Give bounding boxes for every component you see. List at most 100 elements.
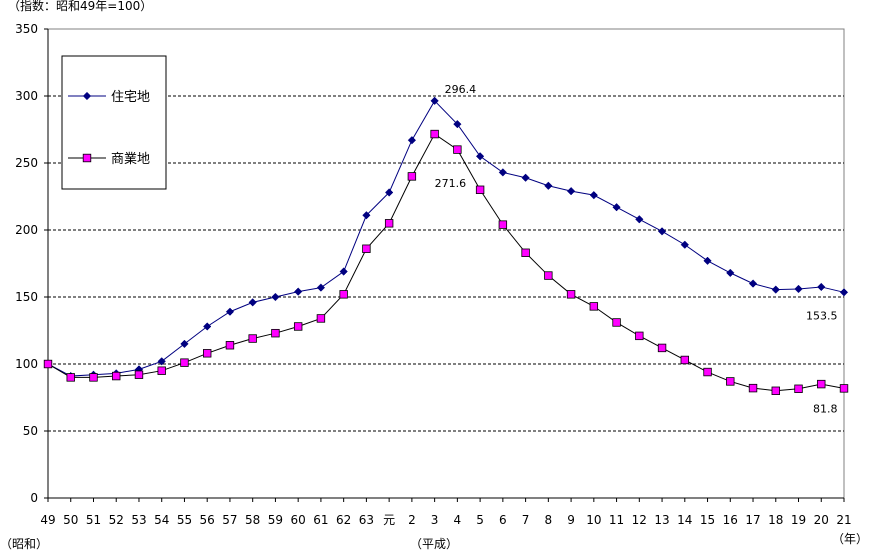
data-point: [225, 341, 235, 350]
data-point: [635, 331, 644, 341]
x-tick-label: 51: [86, 513, 101, 527]
x-tick-label: 49: [40, 513, 55, 527]
x-tick-label: 5: [476, 513, 484, 527]
data-point: [407, 172, 417, 181]
x-tick-label: 54: [154, 513, 169, 527]
data-point: [157, 357, 166, 366]
data-point: [498, 168, 508, 177]
data-point: [316, 314, 326, 323]
data-point: [817, 282, 826, 292]
data-point: [703, 256, 712, 265]
x-tick-label: 21: [836, 513, 851, 527]
data-point: [521, 173, 530, 182]
data-point: [203, 322, 212, 331]
y-tick-label: 300: [15, 89, 38, 103]
x-tick-label: 16: [723, 513, 738, 527]
data-point: [657, 227, 667, 236]
era-label-heisei: （平成）: [410, 537, 458, 551]
legend-label: 住宅地: [111, 90, 150, 105]
data-point: [566, 290, 576, 299]
data-point: [202, 349, 212, 358]
data-point: [384, 219, 394, 228]
data-point: [362, 244, 371, 253]
data-point: [430, 96, 439, 105]
legend-label: 商業地: [111, 151, 150, 167]
data-point: [407, 136, 417, 145]
series-line: [47, 100, 845, 377]
data-point: [703, 367, 712, 377]
x-tick-label: 58: [245, 513, 260, 527]
data-point: [839, 288, 849, 297]
x-tick-label: 62: [336, 513, 351, 527]
y-tick-label: 100: [15, 357, 38, 371]
data-point: [293, 322, 303, 331]
data-point: [362, 211, 371, 220]
data-label: 296.4: [445, 83, 477, 96]
series-2: [43, 129, 849, 395]
grid-layer: [47, 28, 845, 499]
data-point: [635, 215, 644, 224]
x-tick-label: 2: [408, 513, 416, 527]
series-line: [47, 133, 845, 392]
data-point: [589, 302, 599, 311]
data-point: [680, 240, 689, 249]
x-tick-label: 57: [222, 513, 237, 527]
legend-marker: [82, 153, 92, 163]
x-tick-label: 15: [700, 513, 715, 527]
data-point: [544, 271, 553, 280]
data-point: [384, 188, 394, 197]
data-point: [430, 129, 439, 139]
y-axis-label: （指数：昭和49年=100）: [8, 0, 152, 13]
data-point: [248, 334, 257, 343]
x-tick-label: 63: [359, 513, 374, 527]
data-point: [680, 355, 689, 365]
data-point: [43, 359, 53, 369]
data-point: [794, 384, 803, 393]
data-point: [726, 268, 735, 278]
data-point: [316, 283, 326, 292]
data-point: [771, 386, 780, 395]
x-tick-label: 7: [522, 513, 530, 527]
data-point: [521, 248, 530, 257]
x-tick-label: 59: [268, 513, 283, 527]
x-tick-label: 13: [654, 513, 669, 527]
x-tick-label: 61: [313, 513, 328, 527]
x-tick-label: 19: [791, 513, 806, 527]
x-tick-label: 4: [454, 513, 462, 527]
x-tick-label: 元: [383, 513, 395, 527]
plot-area-frame: [47, 28, 845, 499]
x-tick-label: 20: [814, 513, 829, 527]
x-tick-label: 60: [291, 513, 306, 527]
x-tick-label: 10: [586, 513, 601, 527]
x-tick-label: 53: [131, 513, 146, 527]
data-point: [157, 366, 166, 375]
data-point: [544, 181, 553, 190]
data-point: [612, 318, 621, 327]
data-point: [726, 377, 735, 386]
data-point: [817, 379, 826, 389]
y-tick-label: 150: [15, 290, 38, 304]
data-point: [475, 152, 485, 161]
x-tick-label: 12: [632, 513, 647, 527]
data-point: [839, 384, 849, 393]
data-point: [589, 191, 598, 200]
legend-marker: [82, 91, 92, 101]
x-tick-label: 50: [63, 513, 78, 527]
data-point: [248, 298, 257, 307]
legend-box: [61, 55, 167, 190]
data-point: [453, 145, 462, 154]
data-point: [225, 307, 235, 316]
data-label: 81.8: [813, 402, 838, 415]
x-tick-label: 52: [109, 513, 124, 527]
data-point: [180, 358, 189, 367]
data-point: [339, 290, 348, 299]
data-point: [657, 343, 667, 353]
y-tick-label: 50: [23, 424, 38, 438]
x-tick-label: 55: [177, 513, 192, 527]
data-point: [271, 328, 280, 338]
data-point: [112, 371, 121, 381]
x-tick-label: 14: [677, 513, 692, 527]
